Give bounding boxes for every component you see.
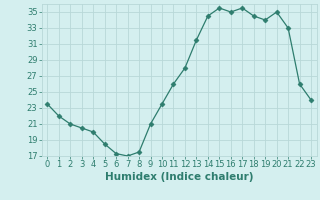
X-axis label: Humidex (Indice chaleur): Humidex (Indice chaleur) bbox=[105, 172, 253, 182]
